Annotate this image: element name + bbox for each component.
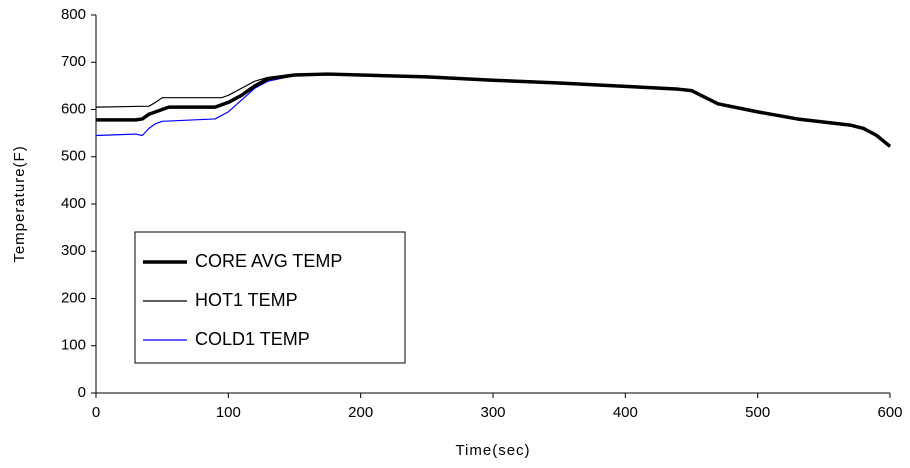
legend-box [134,231,406,364]
series-line [96,72,892,148]
x-tick-label: 500 [745,404,770,421]
series-line [95,72,891,147]
legend-label: COLD1 TEMP [195,329,310,349]
y-axis-title: Temperature(F) [11,145,28,262]
x-axis-title: Time(sec) [455,442,530,459]
x-tick-label: 0 [92,404,100,421]
y-tick-label: 700 [61,53,86,70]
legend-label: HOT1 TEMP [195,290,298,310]
y-tick-label: 0 [78,384,86,401]
x-tick-label: 400 [613,404,638,421]
y-tick-label: 300 [61,242,86,259]
y-tick-label: 600 [61,100,86,117]
x-tick-label: 200 [348,404,373,421]
x-tick-label: 600 [877,404,902,421]
y-tick-label: 500 [61,148,86,165]
y-tick-label: 800 [61,6,86,23]
x-tick-label: 300 [480,404,505,421]
y-tick-label: 200 [61,289,86,306]
series-line [95,73,891,147]
y-tick-label: 400 [61,195,86,212]
x-tick-label: 100 [216,404,241,421]
legend-label: CORE AVG TEMP [195,251,342,271]
y-tick-label: 100 [61,337,86,354]
